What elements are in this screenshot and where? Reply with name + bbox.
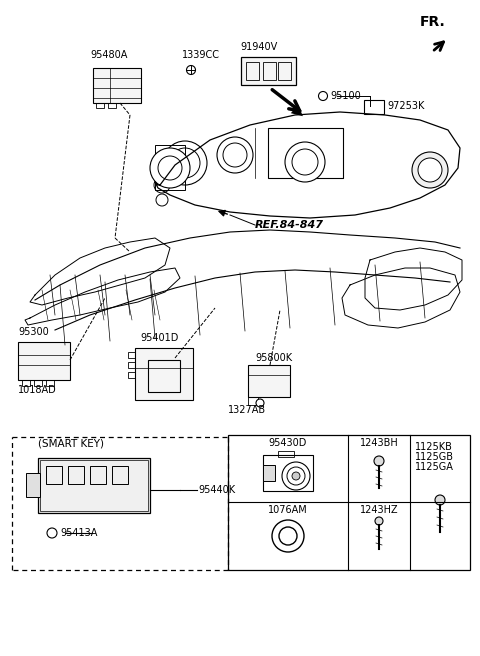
Circle shape [374, 456, 384, 466]
Bar [128, 372, 135, 378]
Circle shape [156, 194, 168, 206]
Circle shape [150, 148, 190, 188]
Bar [108, 103, 116, 108]
Bar [278, 62, 291, 80]
Text: 1339CC: 1339CC [182, 50, 220, 60]
Circle shape [282, 462, 310, 490]
Bar [18, 342, 70, 380]
Text: 1076AM: 1076AM [268, 505, 308, 515]
Bar [268, 128, 343, 178]
Bar [228, 435, 470, 570]
Circle shape [187, 66, 195, 75]
Bar [263, 455, 313, 491]
Bar [112, 466, 128, 484]
Bar [263, 62, 276, 80]
Bar [248, 397, 258, 405]
Bar [34, 380, 42, 386]
Bar [263, 465, 275, 481]
Text: REF.84-847: REF.84-847 [255, 220, 324, 230]
FancyArrowPatch shape [219, 211, 228, 216]
Circle shape [292, 149, 318, 175]
Circle shape [154, 177, 170, 193]
Bar [68, 466, 84, 484]
FancyArrowPatch shape [272, 90, 303, 116]
Text: (SMART KEY): (SMART KEY) [38, 438, 104, 448]
Circle shape [170, 148, 200, 178]
Bar [148, 360, 180, 392]
Bar [135, 348, 193, 400]
Circle shape [272, 520, 304, 552]
Bar [90, 466, 106, 484]
Circle shape [163, 141, 207, 185]
Text: 95480A: 95480A [90, 50, 127, 60]
Circle shape [292, 472, 300, 480]
Text: 95413A: 95413A [60, 528, 97, 538]
Bar [22, 380, 30, 386]
Text: 1018AD: 1018AD [18, 385, 57, 395]
Bar [155, 145, 185, 190]
Text: 91940V: 91940V [240, 42, 277, 52]
Bar [128, 362, 135, 368]
Bar [46, 466, 62, 484]
Bar [46, 380, 54, 386]
Bar [248, 365, 290, 397]
Circle shape [375, 517, 383, 525]
Bar [241, 57, 296, 85]
Circle shape [158, 156, 182, 180]
Text: 95430D: 95430D [269, 438, 307, 448]
Bar [38, 458, 150, 513]
Circle shape [279, 527, 297, 545]
Circle shape [435, 495, 445, 505]
Text: 1125GB: 1125GB [415, 452, 454, 462]
Text: 95440K: 95440K [198, 485, 235, 495]
Text: 95300: 95300 [18, 327, 49, 337]
Circle shape [223, 143, 247, 167]
Bar [128, 352, 135, 358]
Bar [93, 68, 141, 103]
Text: 1243BH: 1243BH [360, 438, 398, 448]
Text: 95800K: 95800K [255, 353, 292, 363]
Text: 1125GA: 1125GA [415, 462, 454, 472]
Text: FR.: FR. [420, 15, 446, 29]
Text: 1243HZ: 1243HZ [360, 505, 398, 515]
Bar [26, 473, 40, 497]
Circle shape [287, 467, 305, 485]
Circle shape [319, 91, 327, 100]
Bar [278, 451, 294, 457]
Bar [364, 100, 384, 114]
Text: 95100: 95100 [330, 91, 361, 101]
Bar [246, 62, 259, 80]
Text: 97253K: 97253K [387, 101, 424, 111]
Bar [96, 103, 104, 108]
Bar [40, 460, 148, 511]
Circle shape [256, 399, 264, 407]
Text: 95401D: 95401D [140, 333, 179, 343]
Circle shape [418, 158, 442, 182]
Circle shape [217, 137, 253, 173]
Text: 1125KB: 1125KB [415, 442, 453, 452]
Circle shape [47, 528, 57, 538]
Text: 1327AB: 1327AB [228, 405, 266, 415]
Circle shape [412, 152, 448, 188]
Circle shape [285, 142, 325, 182]
